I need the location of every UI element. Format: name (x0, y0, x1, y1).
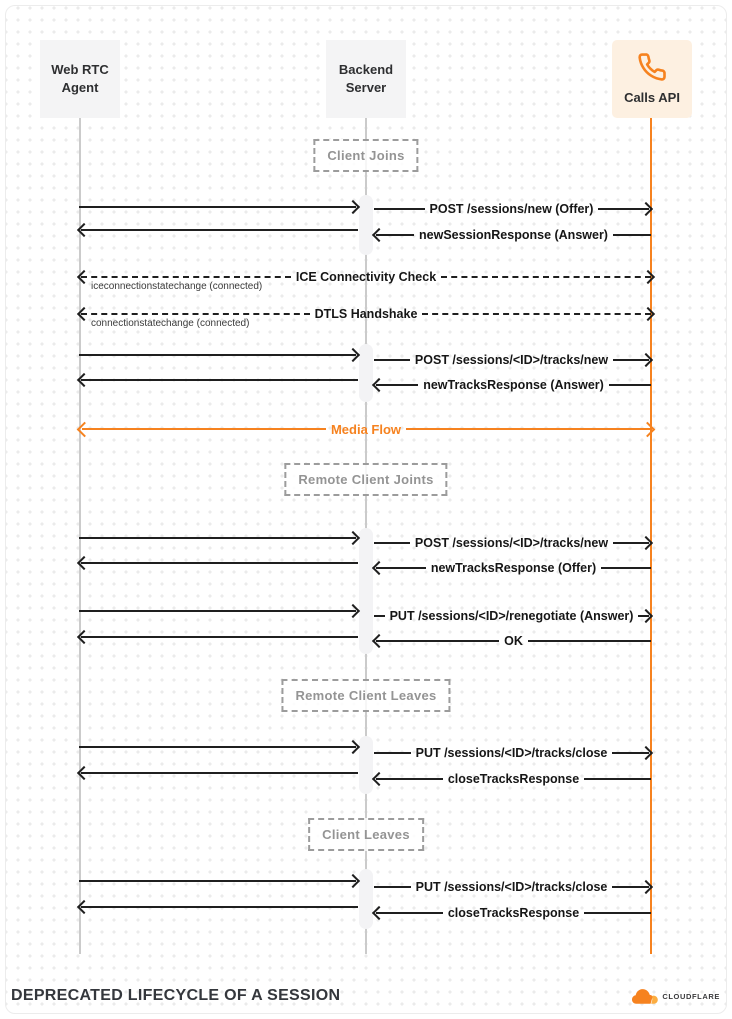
cloudflare-logo: CLOUDFLARE (632, 988, 720, 1005)
message-label: newSessionResponse (Answer) (419, 228, 608, 242)
phone-icon (637, 52, 667, 82)
phase-client-leaves: Client Leaves (308, 818, 424, 851)
message-relay-right (79, 873, 361, 889)
message-label: DTLS Handshake (314, 307, 418, 321)
arrowhead-left-icon (76, 555, 92, 571)
message-relay-left (76, 372, 358, 388)
message-new-tracks-response: newTracksResponse (Answer) (371, 377, 651, 393)
message-post-sessions-new: POST /sessions/new (Offer) (374, 201, 654, 217)
event-note-ice: iceconnectionstatechange (connected) (91, 281, 263, 292)
message-put-tracks-close: PUT /sessions/<ID>/tracks/close (374, 745, 654, 761)
arrowhead-left-icon (76, 306, 92, 322)
arrowhead-left-icon (371, 560, 387, 576)
activation-bar (359, 736, 373, 794)
message-new-session-response: newSessionResponse (Answer) (371, 227, 652, 243)
activation-bar (359, 869, 373, 929)
arrowhead-left-icon (76, 372, 92, 388)
arrowhead-left-icon (76, 899, 92, 915)
message-relay-right (79, 347, 361, 363)
arrowhead-right-icon (638, 352, 654, 368)
message-put-tracks-close: PUT /sessions/<ID>/tracks/close (374, 879, 654, 895)
phase-client-joins: Client Joins (313, 139, 419, 172)
arrowhead-left-icon (371, 227, 387, 243)
arrowhead-left-icon (76, 222, 92, 238)
message-relay-left (76, 899, 358, 915)
arrowhead-right-icon (638, 879, 654, 895)
message-label: POST /sessions/<ID>/tracks/new (414, 536, 609, 550)
message-relay-right (79, 530, 361, 546)
arrowhead-right-icon (640, 269, 656, 285)
message-label: PUT /sessions/<ID>/renegotiate (Answer) (389, 609, 634, 623)
message-relay-left (76, 629, 358, 645)
arrowhead-left-icon (76, 629, 92, 645)
message-label: Media Flow (330, 421, 402, 437)
actor-backend-server: Backend Server (326, 40, 406, 118)
message-new-tracks-response-offer: newTracksResponse (Offer) (371, 560, 651, 576)
message-ok: OK (371, 633, 651, 649)
lifeline-webrtc (79, 118, 81, 954)
actor-calls-api: Calls API (612, 40, 692, 118)
message-label: PUT /sessions/<ID>/tracks/close (415, 880, 608, 894)
actor-webrtc-agent: Web RTC Agent (40, 40, 120, 118)
arrowhead-left-icon (76, 421, 93, 437)
message-post-tracks-new: POST /sessions/<ID>/tracks/new (374, 535, 654, 551)
arrowhead-left-icon (76, 765, 92, 781)
arrowhead-right-icon (638, 608, 654, 624)
activation-bar (359, 195, 373, 255)
message-label: ICE Connectivity Check (295, 270, 437, 284)
activation-bar (359, 344, 373, 402)
phase-remote-client-joints: Remote Client Joints (284, 463, 448, 496)
message-relay-left (76, 222, 358, 238)
message-label: closeTracksResponse (447, 772, 580, 786)
arrowhead-left-icon (371, 771, 387, 787)
actor-label: Web RTC Agent (51, 62, 109, 95)
arrowhead-right-icon (345, 739, 361, 755)
message-close-tracks-response: closeTracksResponse (371, 905, 652, 921)
message-put-renegotiate: PUT /sessions/<ID>/renegotiate (Answer) (374, 608, 654, 624)
message-relay-right (79, 199, 361, 215)
message-label: newTracksResponse (Offer) (430, 561, 597, 575)
message-close-tracks-response: closeTracksResponse (371, 771, 652, 787)
message-dtls-handshake: DTLS Handshake (76, 306, 656, 322)
message-label: closeTracksResponse (447, 906, 580, 920)
arrowhead-right-icon (345, 347, 361, 363)
arrowhead-left-icon (371, 905, 387, 921)
arrowhead-right-icon (639, 421, 656, 437)
message-media-flow: Media Flow (76, 420, 656, 438)
arrowhead-right-icon (345, 530, 361, 546)
actor-label: Calls API (624, 89, 680, 105)
arrowhead-right-icon (345, 199, 361, 215)
message-label: POST /sessions/<ID>/tracks/new (414, 353, 609, 367)
phase-remote-client-leaves: Remote Client Leaves (281, 679, 451, 712)
arrowhead-right-icon (640, 306, 656, 322)
page-title: DEPRECATED LIFECYCLE OF A SESSION (11, 987, 341, 1004)
arrowhead-right-icon (638, 745, 654, 761)
message-post-tracks-new: POST /sessions/<ID>/tracks/new (374, 352, 654, 368)
message-relay-left (76, 555, 358, 571)
arrowhead-right-icon (345, 873, 361, 889)
message-label: newTracksResponse (Answer) (423, 378, 604, 392)
message-relay-right (79, 603, 361, 619)
message-relay-right (79, 739, 361, 755)
message-label: PUT /sessions/<ID>/tracks/close (415, 746, 608, 760)
arrowhead-left-icon (371, 633, 387, 649)
arrowhead-right-icon (345, 603, 361, 619)
activation-bar (359, 528, 373, 654)
arrowhead-left-icon (371, 377, 387, 393)
message-label: OK (504, 634, 523, 648)
event-note-dtls: connectionstatechange (connected) (91, 318, 250, 329)
arrowhead-right-icon (638, 201, 654, 217)
message-label: POST /sessions/new (Offer) (429, 202, 594, 216)
cloudflare-cloud-icon (632, 988, 659, 1005)
lifeline-calls-api (650, 118, 652, 954)
message-relay-left (76, 765, 358, 781)
arrowhead-right-icon (638, 535, 654, 551)
arrowhead-left-icon (76, 269, 92, 285)
message-ice-connectivity-check: ICE Connectivity Check (76, 269, 656, 285)
cloudflare-wordmark: CLOUDFLARE (662, 992, 720, 1001)
actor-label: Backend Server (338, 62, 394, 95)
